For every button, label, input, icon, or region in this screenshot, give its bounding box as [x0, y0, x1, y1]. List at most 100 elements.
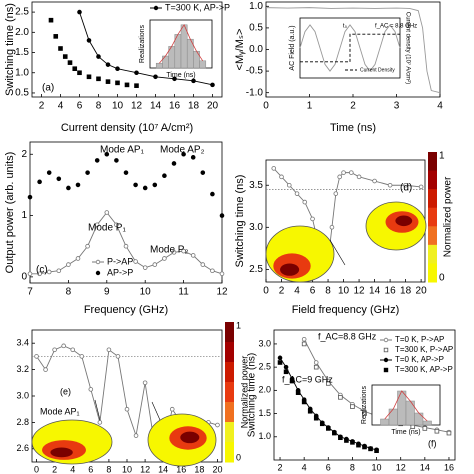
data-point — [162, 173, 167, 179]
x-tick-label: 6 — [88, 464, 93, 474]
y-tick-label: -0.5 — [246, 66, 264, 77]
annotation: Mode AP₁ — [40, 406, 80, 416]
x-tick-label: 6 — [77, 101, 83, 112]
data-point — [422, 426, 428, 431]
annotation: f_AC=8.8 GHz — [318, 331, 377, 341]
plot-frame — [273, 329, 456, 461]
y-tick-label: -1.0 — [246, 87, 264, 98]
x-tick-label: 20 — [212, 464, 222, 474]
data-point — [114, 158, 119, 163]
y-axis-label: Switching time (ns) — [4, 3, 16, 96]
data-point — [210, 191, 215, 197]
data-point — [283, 369, 289, 375]
colorbar-step — [225, 422, 234, 443]
legend-marker — [153, 5, 159, 11]
legend-marker — [95, 259, 101, 265]
legend-label: T=300 K, AP->P — [165, 2, 230, 12]
x-tick-label: 2 — [350, 101, 356, 112]
colorbar-tick-label: 1 — [439, 151, 445, 162]
data-point — [142, 380, 148, 386]
data-point — [105, 79, 111, 84]
data-point — [48, 17, 54, 23]
data-point — [134, 83, 139, 88]
colorbar-step — [225, 442, 234, 463]
data-point — [94, 222, 100, 228]
data-point — [96, 76, 101, 82]
legend-label: T=0 K, AP->P — [395, 355, 444, 364]
x-tick-label: 9 — [104, 287, 110, 298]
data-point — [75, 182, 81, 188]
annotation: f_AC = 8.8 GHz — [375, 24, 417, 30]
x-tick-label: 10 — [338, 286, 350, 297]
data-point — [77, 70, 82, 76]
colorbar-tick-label: 1 — [236, 320, 241, 330]
data-point — [200, 170, 206, 175]
series-line — [79, 11, 213, 86]
y-tick-label: 2.0 — [15, 27, 29, 38]
data-point — [344, 438, 349, 443]
data-point — [338, 435, 343, 441]
colorbar-tick-label: 0 — [439, 273, 445, 284]
data-point — [172, 76, 177, 82]
y-tick-label: 1.5 — [258, 408, 271, 418]
data-point — [337, 174, 342, 180]
data-point — [191, 78, 196, 84]
x-axis-label: Frequency (GHz) — [84, 304, 168, 316]
data-point — [418, 184, 424, 190]
data-point — [356, 442, 361, 448]
x-tick-label: 12 — [131, 101, 143, 112]
data-point — [171, 250, 177, 255]
mode-image-core — [50, 447, 73, 458]
annotation: (e) — [60, 386, 71, 396]
legend-marker — [383, 337, 389, 343]
data-point — [338, 395, 343, 400]
pointer — [151, 401, 161, 421]
y-tick-label: 1.5 — [15, 47, 29, 58]
y-axis-label: Switching time (ns) — [247, 353, 258, 437]
data-point — [301, 399, 307, 405]
x-tick-label: 10 — [122, 464, 132, 474]
data-point — [67, 60, 73, 65]
data-point — [66, 262, 71, 267]
colorbar-step — [428, 244, 437, 264]
data-point — [190, 253, 196, 258]
data-point — [34, 354, 39, 359]
x-tick-label: 10 — [140, 287, 152, 298]
mode-image-core — [180, 431, 200, 444]
fit-curve — [158, 23, 204, 64]
histogram-bar — [414, 412, 424, 426]
y-tick-label: 2 — [21, 149, 27, 160]
y-tick-label: 1.0 — [15, 67, 29, 78]
colorbar-step — [428, 263, 437, 283]
data-point — [295, 390, 301, 395]
histogram-bar — [155, 62, 163, 69]
histogram-bar — [397, 390, 407, 426]
y-tick-label: 1.0 — [258, 431, 271, 441]
data-point — [181, 248, 186, 254]
data-point — [286, 182, 292, 188]
data-point — [277, 355, 283, 361]
data-point — [104, 210, 110, 215]
y-tick-label: 0.0 — [249, 44, 263, 55]
y-tick-label: 3.5 — [249, 180, 263, 191]
data-point — [152, 262, 158, 267]
data-point — [70, 347, 76, 353]
annotation: Mode AP₁ — [100, 145, 145, 156]
data-point — [52, 347, 57, 353]
data-point — [27, 271, 33, 277]
data-point — [294, 191, 300, 196]
x-tick-label: 2 — [52, 464, 57, 474]
legend-marker — [95, 270, 101, 276]
data-point — [133, 182, 138, 188]
data-point — [325, 426, 331, 431]
y-axis-label: AC Field (a.u.) — [289, 25, 296, 70]
data-point — [374, 448, 379, 454]
colorbar-step — [225, 342, 234, 363]
data-point — [115, 66, 120, 72]
data-point — [350, 404, 355, 409]
legend-marker — [383, 347, 389, 353]
y-tick-label: 2.8 — [16, 417, 29, 427]
data-point — [271, 166, 277, 171]
histogram-bar — [199, 60, 207, 69]
data-point — [313, 360, 319, 365]
